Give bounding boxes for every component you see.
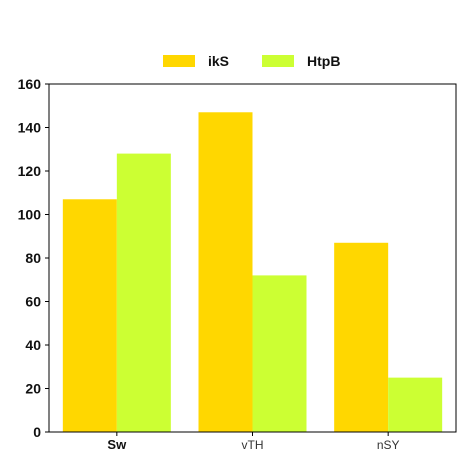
- y-tick-label: 100: [18, 207, 42, 223]
- bar-HtpB-nSY: [388, 378, 442, 432]
- bars-group: [63, 112, 442, 432]
- bar-ikS-vTH: [199, 112, 253, 432]
- bar-ikS-nSY: [334, 243, 388, 432]
- y-tick-label: 0: [33, 424, 41, 440]
- legend-label: ikS: [208, 53, 229, 69]
- x-tick-label: vTH: [242, 438, 264, 452]
- bar-HtpB-Sw: [117, 154, 171, 432]
- legend-label: HtpB: [307, 53, 340, 69]
- y-tick-label: 80: [25, 250, 41, 266]
- legend-swatch-ikS: [163, 55, 195, 67]
- y-tick-label: 140: [18, 120, 42, 136]
- x-tick-label: nSY: [377, 438, 400, 452]
- bar-HtpB-vTH: [253, 275, 307, 432]
- y-tick-label: 160: [18, 76, 42, 92]
- y-tick-label: 20: [25, 381, 41, 397]
- y-tick-label: 40: [25, 337, 41, 353]
- bar-ikS-Sw: [63, 199, 117, 432]
- legend-swatch-HtpB: [262, 55, 294, 67]
- legend: ikS HtpB: [163, 53, 340, 69]
- y-tick-label: 60: [25, 294, 41, 310]
- x-tick-label: Sw: [107, 437, 127, 452]
- y-tick-label: 120: [18, 163, 42, 179]
